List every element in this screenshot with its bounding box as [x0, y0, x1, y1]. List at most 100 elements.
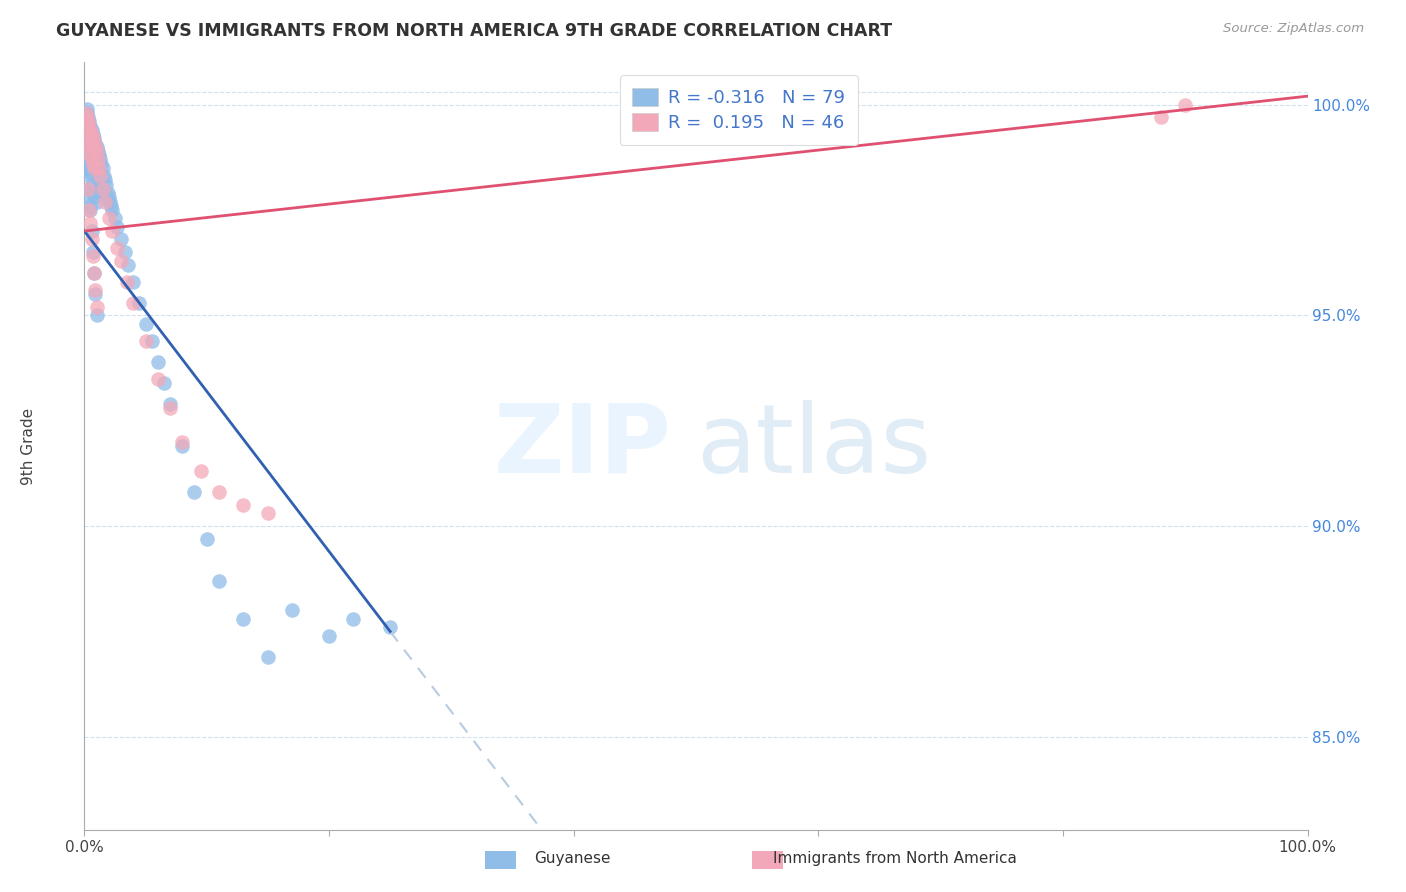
Point [135, 317, 157, 331]
Text: atlas: atlas [696, 400, 931, 492]
Point [75, 106, 97, 120]
Point [97, 186, 120, 200]
Point [82, 186, 104, 200]
Point [101, 224, 124, 238]
Point [77, 182, 100, 196]
Text: Guyanese: Guyanese [534, 851, 610, 865]
Point [89, 178, 111, 192]
Point [1150, 110, 1173, 124]
Point [76, 127, 98, 141]
Point [82, 127, 104, 141]
Point [135, 334, 157, 348]
Point [87, 144, 110, 158]
Point [76, 161, 98, 175]
Point [172, 434, 194, 449]
Point [82, 153, 104, 167]
Point [98, 194, 121, 209]
Point [77, 202, 100, 217]
Point [79, 202, 101, 217]
Point [79, 123, 101, 137]
Point [77, 182, 100, 196]
Point [77, 140, 100, 154]
Point [77, 119, 100, 133]
Text: ZIP: ZIP [494, 400, 672, 492]
Point [122, 275, 145, 289]
Point [96, 178, 118, 192]
Point [94, 173, 117, 187]
Point [86, 194, 108, 209]
Point [77, 190, 100, 204]
Point [86, 144, 108, 158]
Point [97, 211, 120, 226]
Point [80, 123, 103, 137]
Point [75, 161, 97, 175]
Point [79, 169, 101, 184]
Point [232, 498, 254, 512]
Point [87, 161, 110, 175]
Point [84, 283, 107, 297]
Point [82, 245, 104, 260]
Point [86, 140, 108, 154]
Point [94, 194, 117, 209]
Point [105, 219, 128, 234]
Point [87, 173, 110, 187]
Point [76, 102, 98, 116]
Point [80, 232, 103, 246]
Point [86, 309, 108, 323]
Point [82, 131, 104, 145]
Point [208, 574, 231, 588]
Legend: R = -0.316   N = 79, R =  0.195   N = 46: R = -0.316 N = 79, R = 0.195 N = 46 [620, 75, 858, 145]
Point [87, 169, 110, 184]
Point [87, 148, 110, 162]
Text: GUYANESE VS IMMIGRANTS FROM NORTH AMERICA 9TH GRADE CORRELATION CHART: GUYANESE VS IMMIGRANTS FROM NORTH AMERIC… [56, 22, 893, 40]
Point [93, 169, 115, 184]
Point [84, 287, 107, 301]
Point [77, 156, 100, 170]
Point [281, 603, 304, 617]
Text: Immigrants from North America: Immigrants from North America [773, 851, 1017, 865]
Point [83, 156, 105, 170]
Point [83, 266, 105, 280]
Point [75, 140, 97, 154]
Point [76, 106, 98, 120]
Point [77, 114, 100, 128]
Point [83, 266, 105, 280]
Point [104, 211, 127, 226]
Point [79, 144, 101, 158]
Point [159, 401, 181, 415]
Point [77, 110, 100, 124]
Point [86, 165, 108, 179]
Point [83, 131, 105, 145]
Point [80, 127, 103, 141]
Point [77, 136, 100, 150]
Point [77, 114, 100, 128]
Point [79, 199, 101, 213]
Point [128, 295, 150, 310]
Point [122, 295, 145, 310]
Point [83, 190, 105, 204]
Point [114, 245, 136, 260]
Point [83, 136, 105, 150]
Point [86, 300, 108, 314]
Point [172, 439, 194, 453]
Point [141, 334, 163, 348]
Point [91, 161, 114, 175]
Point [76, 110, 98, 124]
Point [80, 153, 103, 167]
Point [80, 224, 103, 238]
Point [80, 148, 103, 162]
Point [105, 241, 128, 255]
Point [84, 136, 107, 150]
Point [153, 376, 176, 390]
Point [100, 199, 122, 213]
Point [342, 612, 364, 626]
Point [84, 140, 107, 154]
Point [80, 178, 103, 192]
Point [89, 153, 111, 167]
Point [83, 161, 105, 175]
Point [380, 620, 402, 634]
Point [257, 507, 280, 521]
Point [115, 275, 138, 289]
Point [1174, 97, 1197, 112]
Point [84, 161, 107, 175]
